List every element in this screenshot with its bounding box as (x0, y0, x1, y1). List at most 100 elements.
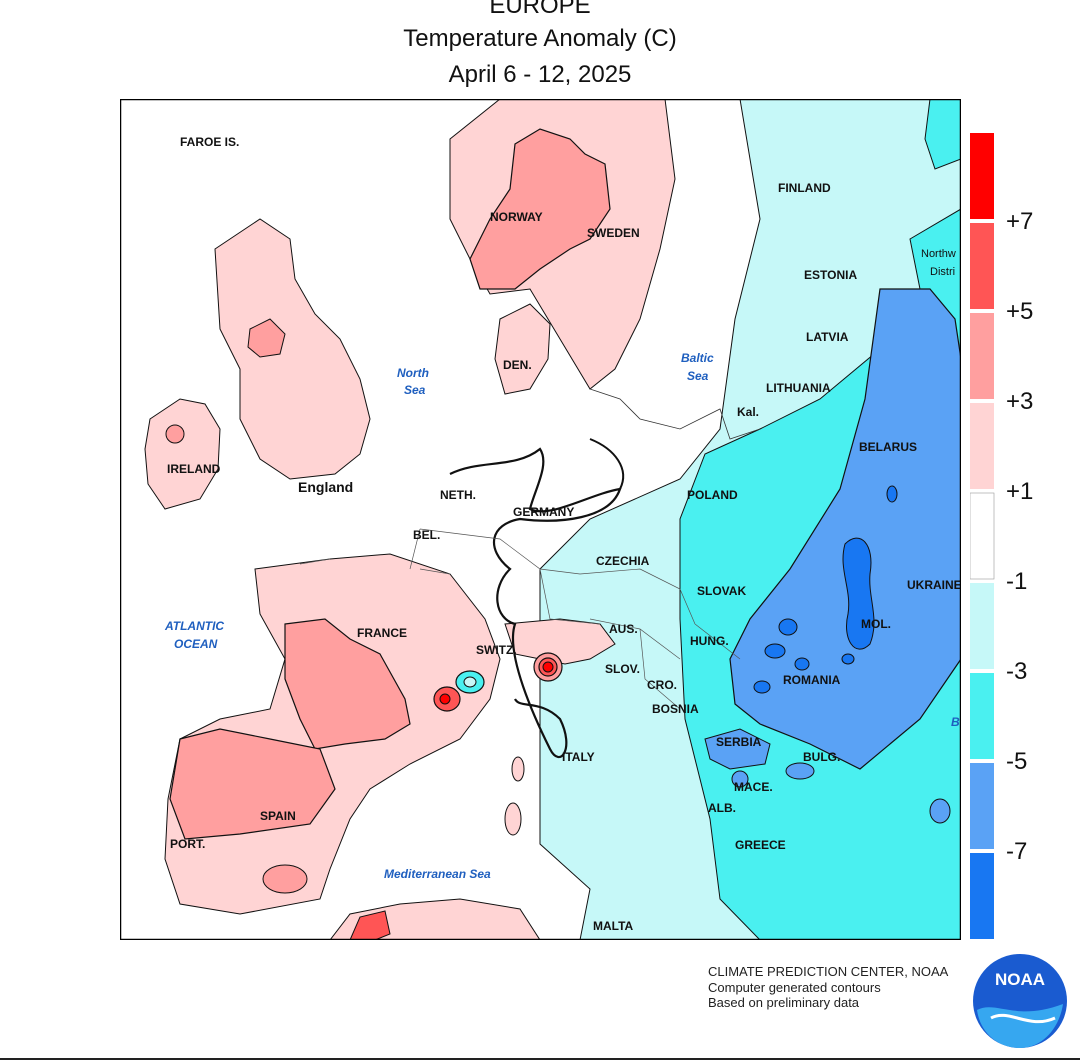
zero-contour (449, 447, 622, 758)
label-finland: FINLAND (778, 181, 831, 195)
label-switzerland: SWITZ. (476, 643, 517, 657)
label-atlantic-1: ATLANTIC (164, 619, 224, 633)
legend-bin (970, 313, 994, 399)
warm-patch-corsica (511, 756, 525, 782)
label-norway: NORWAY (490, 210, 543, 224)
label-nw-district-1: Northw (921, 248, 956, 260)
label-netherlands: NETH. (440, 488, 476, 502)
label-hungary: HUNG. (690, 634, 729, 648)
cold-spot-1 (842, 537, 875, 650)
noaa-logo-text: NOAA (995, 970, 1045, 989)
warm-spot-se-spain (262, 864, 308, 894)
legend-bin (970, 223, 994, 309)
label-estonia: ESTONIA (804, 268, 857, 282)
credit-line-2: Computer generated contours (708, 980, 881, 995)
label-partial-b: B (951, 715, 960, 729)
label-austria: AUS. (609, 622, 638, 636)
date-range: April 6 - 12, 2025 (448, 61, 632, 88)
label-denmark: DEN. (503, 358, 532, 372)
bottom-rule (0, 1058, 1080, 1060)
legend-bin (970, 133, 994, 219)
label-germany: GERMANY (513, 505, 574, 519)
label-sweden: SWEDEN (587, 226, 640, 240)
label-north-sea-1: North (397, 366, 429, 380)
label-romania: ROMANIA (783, 673, 841, 687)
legend-tick-label: +5 (1006, 298, 1033, 325)
label-atlantic-2: OCEAN (174, 637, 218, 651)
label-mediterranean: Mediterranean Sea (384, 867, 491, 881)
label-italy: ITALY (562, 750, 595, 764)
warm-zone-norway-sweden (469, 128, 611, 290)
label-faroe: FAROE IS. (180, 135, 239, 149)
label-bosnia: BOSNIA (652, 702, 699, 716)
baltic-coast (589, 388, 761, 440)
legend-bin (970, 583, 994, 669)
anomaly-map: FAROE IS. NORWAY SWEDEN FINLAND ESTONIA … (120, 99, 961, 940)
legend-tick-label: +7 (1006, 208, 1033, 235)
legend-tick-label: -7 (1006, 838, 1027, 865)
warm-spot-north-africa (349, 910, 391, 940)
label-czechia: CZECHIA (596, 554, 650, 568)
cold-patch-bulgaria (785, 762, 815, 780)
label-france: FRANCE (357, 626, 407, 640)
legend-tick-label: -5 (1006, 748, 1027, 775)
cold-spot-7 (886, 485, 898, 503)
label-kaliningrad: Kal. (737, 405, 759, 419)
label-lithuania: LITHUANIA (766, 381, 831, 395)
credit-line-3: Based on preliminary data (708, 995, 860, 1010)
cold-patch-greece (731, 770, 749, 788)
label-macedonia: MACE. (734, 780, 773, 794)
legend-tick-label: -1 (1006, 568, 1027, 595)
zero-contour-east (589, 438, 625, 490)
label-slovenia: SLOV. (605, 662, 640, 676)
label-nw-district-2: Distri (930, 266, 955, 278)
label-ukraine: UKRAINE (907, 578, 961, 592)
legend-tick-label: -3 (1006, 658, 1027, 685)
cold-patch-serbia (704, 728, 771, 770)
noaa-logo: NOAA (973, 954, 1067, 1048)
warm-zone-spain (169, 728, 336, 840)
cold-spot-5 (778, 618, 798, 636)
cold-ring-alps-west-inner (463, 676, 477, 688)
label-portugal: PORT. (170, 837, 205, 851)
warm-zone-scotland (247, 318, 286, 358)
label-slovakia: SLOVAK (697, 584, 746, 598)
warm-spot-alps-west-core (439, 693, 451, 705)
label-malta: MALTA (593, 919, 634, 933)
label-greece: GREECE (735, 838, 786, 852)
label-north-sea-2: Sea (404, 383, 426, 397)
label-belgium: BEL. (413, 528, 440, 542)
legend-bin (970, 492, 995, 580)
warm-zone-britain (214, 218, 371, 480)
country-borders (299, 528, 741, 710)
legend-bin (970, 763, 994, 849)
label-ireland: IRELAND (167, 462, 221, 476)
label-moldova: MOL. (861, 617, 891, 631)
label-latvia: LATVIA (806, 330, 849, 344)
warm-zone-ireland (144, 398, 221, 510)
warm-ring-alps-3 (542, 661, 554, 673)
cold-spot-6 (841, 653, 855, 665)
warm-patch-sardinia (504, 802, 522, 836)
legend-tick-label: +1 (1006, 478, 1033, 505)
cold-patch-east (929, 798, 951, 824)
label-spain: SPAIN (260, 809, 296, 823)
legend-bin (970, 673, 994, 759)
legend-bin (970, 853, 994, 939)
label-baltic-sea-1: Baltic (681, 351, 714, 365)
label-bulgaria: BULG. (803, 750, 840, 764)
warm-zone-denmark (494, 303, 551, 395)
cold-spot-4 (753, 680, 771, 694)
cold-spot-2 (764, 643, 786, 659)
credit-line-1: CLIMATE PREDICTION CENTER, NOAA (708, 964, 949, 979)
cold-zone-north (924, 99, 961, 170)
legend-bin (970, 403, 994, 489)
label-baltic-sea-2: Sea (687, 369, 709, 383)
cold-zone-strong (729, 288, 961, 770)
map-subtitle: Temperature Anomaly (C) (403, 25, 677, 52)
warm-spot-ireland (165, 424, 185, 444)
color-legend: +7 +5 +3 +1 -1 -3 -5 -7 (970, 133, 1033, 939)
map-region-title: EUROPE (489, 0, 591, 19)
map-frame (120, 99, 961, 940)
legend-tick-label: +3 (1006, 388, 1033, 415)
